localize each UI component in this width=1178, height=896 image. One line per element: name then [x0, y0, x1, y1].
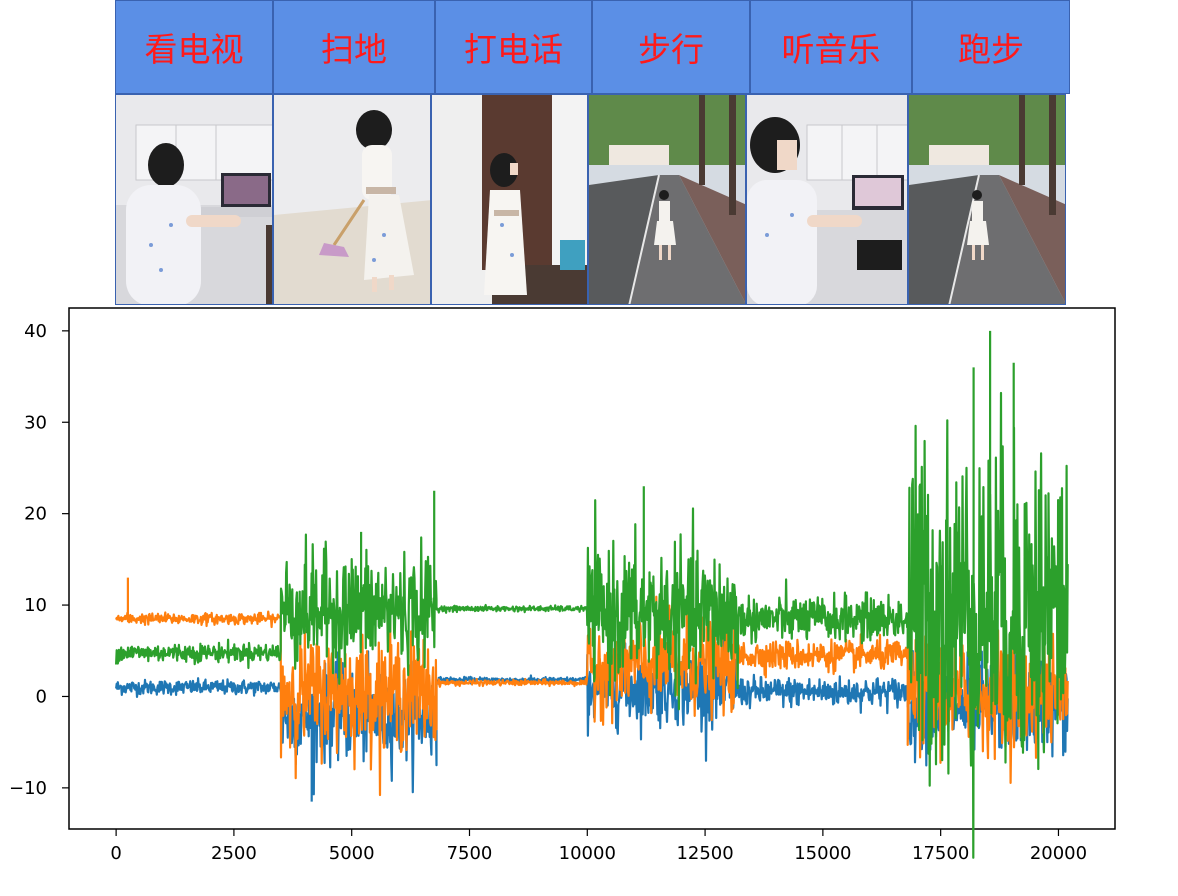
- y-tick-label: −10: [9, 778, 47, 799]
- activity-label-phone-call: 打电话: [435, 0, 592, 94]
- activity-header-row: 看电视 扫地 打电话 步行 听音乐 跑步: [115, 0, 1070, 94]
- x-tick-label: 12500: [676, 843, 733, 864]
- series-layer: [115, 330, 1069, 859]
- activity-label-watch-tv: 看电视: [115, 0, 273, 94]
- photo-walk: [588, 94, 746, 305]
- x-tick-label: 5000: [329, 843, 375, 864]
- axis-layer: 0 2500 5000 7500 10000 12500 15000 17500 20000 −1…: [9, 321, 1087, 864]
- x-tick-label: 10000: [559, 843, 616, 864]
- activity-label-run: 跑步: [912, 0, 1070, 94]
- x-tick-label: 17500: [912, 843, 969, 864]
- sensor-line-chart: 0 2500 5000 7500 10000 12500 15000 17500 20000 −1…: [9, 307, 1116, 864]
- x-tick-label: 2500: [211, 843, 257, 864]
- activity-label-sweep: 扫地: [273, 0, 435, 94]
- series-line-green: [115, 330, 1069, 859]
- photo-sweep: [273, 94, 431, 305]
- y-tick-label: 0: [36, 686, 47, 707]
- photo-run: [908, 94, 1066, 305]
- photo-phone-call: [431, 94, 588, 305]
- x-tick-label: 15000: [794, 843, 851, 864]
- x-tick-label: 0: [110, 843, 121, 864]
- x-tick-label: 7500: [447, 843, 493, 864]
- y-tick-label: 30: [24, 412, 47, 433]
- y-tick-label: 20: [24, 504, 47, 525]
- y-tick-label: 10: [24, 595, 47, 616]
- activity-label-listen-music: 听音乐: [750, 0, 912, 94]
- photo-watch-tv: [115, 94, 273, 305]
- activity-photo-row: [115, 94, 1070, 305]
- photo-listen-music: [746, 94, 908, 305]
- y-tick-label: 40: [24, 321, 47, 342]
- x-tick-label: 20000: [1030, 843, 1087, 864]
- activity-label-walk: 步行: [592, 0, 750, 94]
